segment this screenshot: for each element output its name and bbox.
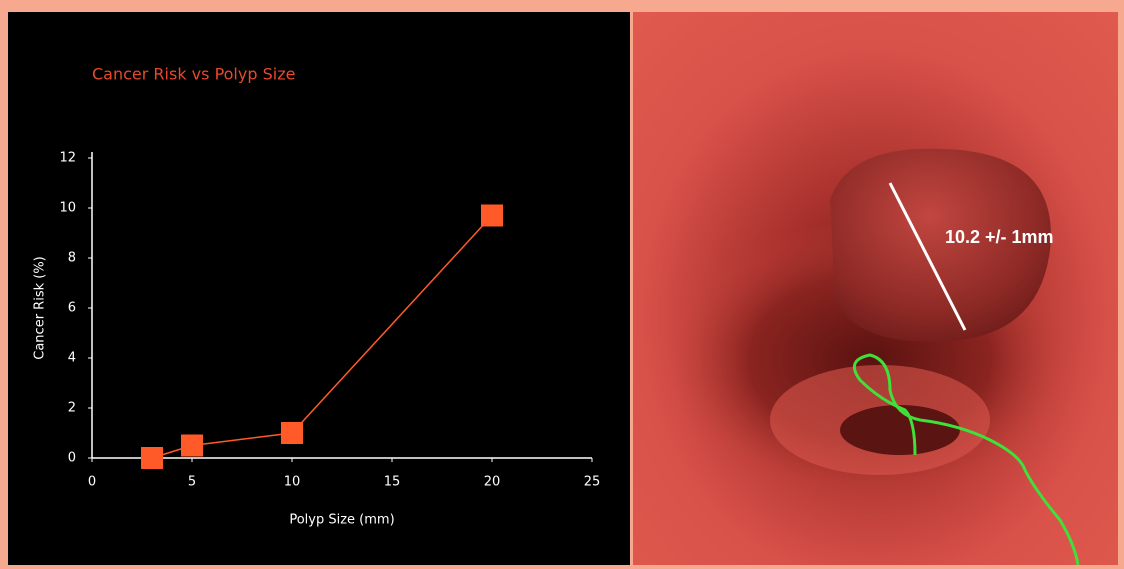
y-tick-label: 6 xyxy=(68,301,76,316)
measurement-label: 10.2 +/- 1mm xyxy=(945,227,1054,247)
polyp xyxy=(830,148,1051,342)
y-tick-label: 10 xyxy=(59,201,76,216)
x-tick-label: 0 xyxy=(88,475,96,490)
x-tick-label: 25 xyxy=(584,475,601,490)
x-tick-label: 15 xyxy=(384,475,401,490)
y-tick-label: 4 xyxy=(68,351,76,366)
y-tick-label: 12 xyxy=(59,151,76,166)
point-marker xyxy=(481,204,503,227)
y-tick-label: 2 xyxy=(68,401,76,416)
chart-panel xyxy=(8,12,630,565)
point-marker xyxy=(141,447,163,469)
x-tick-label: 20 xyxy=(484,475,501,490)
centerline xyxy=(852,353,1080,565)
lumen-inner xyxy=(840,405,960,455)
y-tick-label: 8 xyxy=(68,251,76,266)
x-tick-label: 10 xyxy=(284,475,301,490)
measure-line xyxy=(888,182,967,331)
x-tick-label: 5 xyxy=(188,475,196,490)
y-axis-label: Cancer Risk (%) xyxy=(33,256,48,359)
chart-title: Cancer Risk vs Polyp Size xyxy=(92,65,295,84)
x-axis-label: Polyp Size (mm) xyxy=(289,513,394,528)
y-tick-label: 0 xyxy=(68,451,76,466)
series-line xyxy=(151,214,493,459)
point-marker xyxy=(281,422,303,444)
point-marker xyxy=(181,434,203,457)
endoscopy-image: 10.2 +/- 1mm xyxy=(633,12,1118,565)
